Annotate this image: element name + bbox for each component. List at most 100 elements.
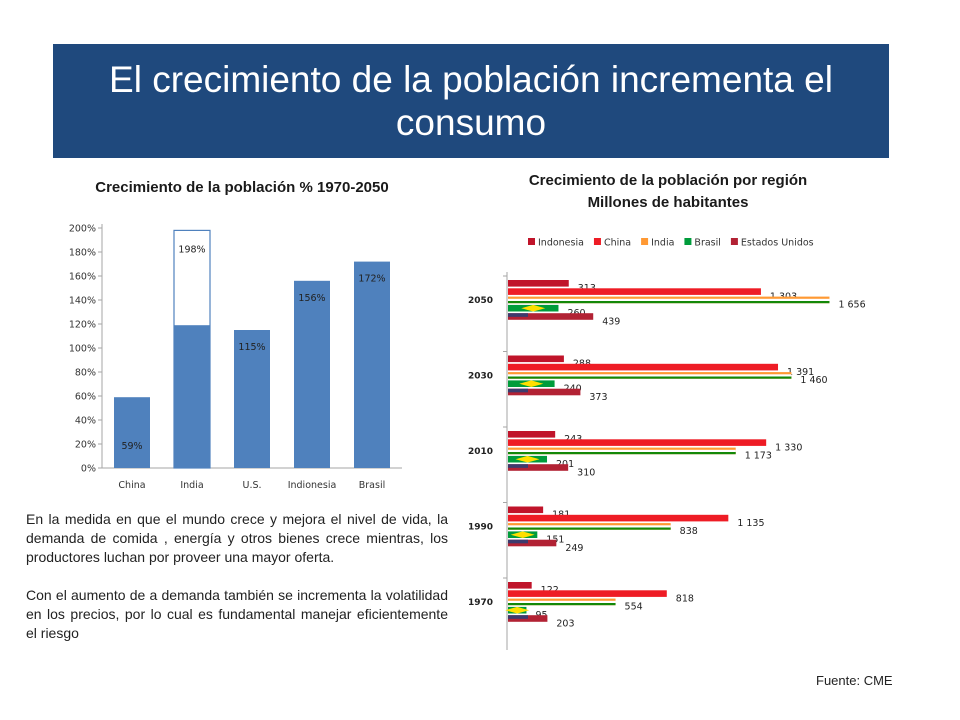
chart1-data-label: 198%: [178, 244, 205, 255]
chart2-bar-flag-band: [508, 527, 671, 530]
chart2-legend-entry: India: [651, 238, 674, 249]
chart2-bar: [508, 582, 532, 589]
chart2-bar-flag-canton: [508, 615, 528, 619]
chart2-bar-flag-band: [508, 452, 736, 455]
chart2-subtitle: Millones de habitantes: [587, 194, 749, 211]
chart1-y-tick-label: 100%: [69, 344, 96, 355]
chart2-legend-entry: Estados Unidos: [741, 238, 814, 249]
chart2-bar-flag-band: [508, 374, 792, 377]
chart1-bar: [234, 330, 270, 468]
chart2-bar-flag-band: [508, 449, 736, 452]
chart2-bar: [508, 431, 556, 438]
chart2-bar: [508, 280, 569, 287]
chart2-data-label: 1 135: [737, 518, 764, 529]
chart2-bar: [508, 514, 729, 522]
growth-percent-chart: 0% 20% 40% 60% 80% 100% 120% 140% 160% 180% 200% 59…: [69, 224, 402, 491]
chart2-bar-flag-diamond: [505, 606, 530, 614]
chart2-bar: [508, 464, 569, 471]
chart2-bar-flag-canton: [508, 539, 528, 544]
chart2-category-label: 1970: [468, 598, 493, 608]
chart2-bar-flag-canton: [508, 313, 528, 317]
chart2-data-label: 818: [676, 593, 694, 604]
paragraph-1: En la medida en que el mundo crece y mej…: [26, 511, 448, 565]
chart1-y-tick-label: 200%: [69, 224, 96, 235]
chart1-y-tick-label: 80%: [75, 368, 96, 379]
chart2-data-label: 1 173: [745, 451, 772, 462]
title-banner: El crecimiento de la población increment…: [53, 44, 889, 158]
chart1-bar: [114, 397, 150, 468]
chart2-bar-flag-diamond: [510, 531, 535, 538]
chart2-bar-flag-band: [508, 376, 792, 379]
chart1-data-label: 172%: [358, 274, 385, 285]
chart2-bar-flag-band: [508, 600, 616, 603]
chart1-x-tick-label: U.S.: [242, 480, 261, 491]
chart1-y-tick-label: 20%: [75, 440, 96, 451]
chart2-bar-flag-canton: [508, 388, 528, 393]
chart1-y-tick-label: 180%: [69, 248, 96, 259]
chart1-y-tick-label: 0%: [81, 464, 96, 475]
chart2-data-label: 1 391: [787, 367, 814, 378]
chart2-bar: [508, 388, 581, 396]
population-by-region-chart: Indonesia China India Brasil Estados Unidos 3…: [468, 238, 866, 650]
chart1-data-label: 156%: [298, 293, 325, 304]
chart2-bar: [508, 439, 767, 446]
chart2-bar-flag-band: [508, 301, 830, 304]
chart2-category-label: 2010: [468, 447, 493, 457]
chart2-bar: [508, 288, 761, 295]
chart2-bar: [508, 313, 594, 320]
chart1-title: Crecimiento de la población % 1970-2050: [95, 179, 389, 196]
chart1-y-tick-label: 120%: [69, 320, 96, 331]
chart2-category-label: 2030: [468, 372, 493, 382]
chart2-data-label: 373: [589, 392, 607, 403]
body-text: En la medida en que el mundo crece y mej…: [26, 510, 448, 662]
chart2-category-label: 1990: [468, 523, 493, 533]
chart2-bar-flag-diamond: [515, 455, 540, 463]
chart1-y-tick-label: 140%: [69, 296, 96, 307]
chart1-y-tick-label: 40%: [75, 416, 96, 427]
chart2-data-label: 310: [577, 467, 595, 478]
chart1-bar: [174, 325, 210, 468]
chart1-bar: [354, 261, 390, 468]
chart2-bar: [508, 355, 564, 363]
chart2-data-label: 1 330: [775, 442, 802, 453]
chart2-legend-entry: Brasil: [694, 238, 720, 249]
chart1-y-tick-label: 60%: [75, 392, 96, 403]
chart2-data-label: 1 656: [838, 300, 865, 311]
chart1-x-tick-label: Indionesia: [288, 480, 337, 491]
chart2-legend-swatch: [593, 238, 601, 245]
chart2-legend-entry: Indonesia: [538, 238, 584, 249]
chart2-legend-swatch: [730, 238, 738, 245]
chart2-bar-flag-band: [508, 525, 671, 528]
chart2-bar: [508, 539, 557, 547]
chart1-data-label: 59%: [121, 441, 142, 452]
chart2-bar: [508, 590, 667, 597]
chart1-x-tick-label: China: [118, 480, 145, 491]
chart2-data-label: 203: [556, 618, 574, 629]
chart2-legend-swatch: [641, 238, 649, 245]
chart2-bar-flag-band: [508, 603, 616, 606]
chart2-category-label: 2050: [468, 296, 493, 306]
chart2-data-label: 1 460: [800, 375, 827, 386]
chart2-legend-swatch: [528, 238, 535, 245]
slide-title: El crecimiento de la población increment…: [109, 59, 833, 143]
chart2-data-label: 838: [680, 526, 698, 537]
chart2-data-label: 439: [602, 316, 620, 327]
chart1-y-tick-label: 160%: [69, 272, 96, 283]
chart2-bar: [508, 506, 544, 514]
chart2-bar: [508, 363, 779, 371]
chart2-data-label: 554: [625, 602, 643, 613]
chart1-data-label: 115%: [238, 342, 265, 353]
chart2-data-label: 249: [565, 543, 583, 554]
chart2-bar-flag-canton: [508, 464, 528, 468]
chart1-x-tick-label: Brasil: [359, 480, 385, 491]
chart2-title: Crecimiento de la población por región: [528, 172, 808, 189]
chart1-x-tick-label: India: [180, 480, 203, 491]
chart2-bar-flag-band: [508, 298, 830, 301]
chart2-legend-entry: China: [604, 238, 631, 249]
source-note: Fuente: CME: [816, 673, 893, 688]
chart2-legend-swatch: [684, 238, 692, 245]
chart2-title-block: Crecimiento de la población por región M…: [468, 170, 868, 214]
paragraph-2: Con el aumento de a demanda también se i…: [26, 587, 448, 641]
chart1-bar: [294, 280, 330, 468]
chart2-bar-flag-diamond: [519, 380, 544, 387]
